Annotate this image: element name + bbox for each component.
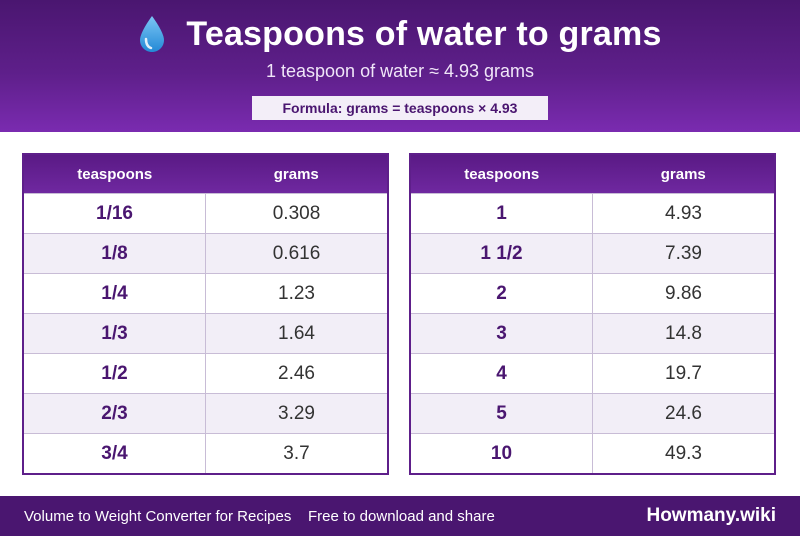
grams-cell: 7.39 xyxy=(665,242,702,264)
table-header: teaspoons grams xyxy=(411,155,774,193)
grams-cell: 1.23 xyxy=(278,282,315,304)
formula-badge: Formula: grams = teaspoons × 4.93 xyxy=(252,96,548,120)
page-subtitle: 1 teaspoon of water ≈ 4.93 grams xyxy=(265,61,535,81)
water-drop-icon xyxy=(140,16,165,52)
teaspoons-cell: 5 xyxy=(411,394,593,433)
table-row: 1 4.93 xyxy=(411,193,774,233)
column-header-grams: grams xyxy=(273,165,319,183)
grams-cell: 14.8 xyxy=(665,322,702,344)
footer-share-note: Free to download and share xyxy=(308,508,495,525)
teaspoons-cell: 1 xyxy=(411,194,593,233)
teaspoons-cell: 1/2 xyxy=(24,354,206,393)
table-row: 10 49.3 xyxy=(411,433,774,473)
table-row: 1/2 2.46 xyxy=(24,353,387,393)
footer-app-name: Volume to Weight Converter for Recipes xyxy=(24,508,292,525)
grams-cell: 0.616 xyxy=(272,242,321,264)
teaspoons-cell: 1/4 xyxy=(24,274,206,313)
grams-cell: 0.308 xyxy=(272,202,321,224)
footer-bar: Volume to Weight Converter for Recipes F… xyxy=(0,496,800,536)
table-row: 3 14.8 xyxy=(411,313,774,353)
column-header-grams: grams xyxy=(660,165,706,183)
column-header-teaspoons: teaspoons xyxy=(77,165,153,183)
table-row: 1/3 1.64 xyxy=(24,313,387,353)
grams-cell: 9.86 xyxy=(665,282,702,304)
teaspoons-cell: 1/3 xyxy=(24,314,206,353)
footer-brand: Howmany.wiki xyxy=(646,505,776,526)
grams-cell: 19.7 xyxy=(665,362,702,384)
table-row: 2 9.86 xyxy=(411,273,774,313)
page-title: Teaspoons of water to grams xyxy=(186,14,662,53)
table-header: teaspoons grams xyxy=(24,155,387,193)
title-row: Teaspoons of water to grams xyxy=(0,12,800,56)
teaspoons-cell: 3 xyxy=(411,314,593,353)
teaspoons-cell: 2 xyxy=(411,274,593,313)
table-row: 1 1/2 7.39 xyxy=(411,233,774,273)
table-row: 1/8 0.616 xyxy=(24,233,387,273)
teaspoons-cell: 4 xyxy=(411,354,593,393)
header-banner: Teaspoons of water to grams 1 teaspoon o… xyxy=(0,0,800,132)
table-row: 3/4 3.7 xyxy=(24,433,387,473)
table-row: 5 24.6 xyxy=(411,393,774,433)
column-header-teaspoons: teaspoons xyxy=(464,165,540,183)
grams-cell: 4.93 xyxy=(665,202,702,224)
grams-cell: 3.7 xyxy=(283,442,310,464)
grams-cell: 1.64 xyxy=(278,322,315,344)
teaspoons-cell: 1/16 xyxy=(24,194,206,233)
table-row: 1/4 1.23 xyxy=(24,273,387,313)
table-row: 2/3 3.29 xyxy=(24,393,387,433)
table-row: 4 19.7 xyxy=(411,353,774,393)
teaspoons-cell: 1/8 xyxy=(24,234,206,273)
table-row: 1/16 0.308 xyxy=(24,193,387,233)
grams-cell: 24.6 xyxy=(665,402,702,424)
teaspoons-cell: 10 xyxy=(411,434,593,473)
teaspoons-cell: 1 1/2 xyxy=(411,234,593,273)
grams-cell: 2.46 xyxy=(278,362,315,384)
conversion-table-right: teaspoons grams 1 4.93 1 1/2 7.39 2 9.86… xyxy=(409,153,776,475)
conversion-table-left: teaspoons grams 1/16 0.308 1/8 0.616 1/4… xyxy=(22,153,389,475)
grams-cell: 49.3 xyxy=(665,442,702,464)
teaspoons-cell: 3/4 xyxy=(24,434,206,473)
teaspoons-cell: 2/3 xyxy=(24,394,206,433)
grams-cell: 3.29 xyxy=(278,402,315,424)
